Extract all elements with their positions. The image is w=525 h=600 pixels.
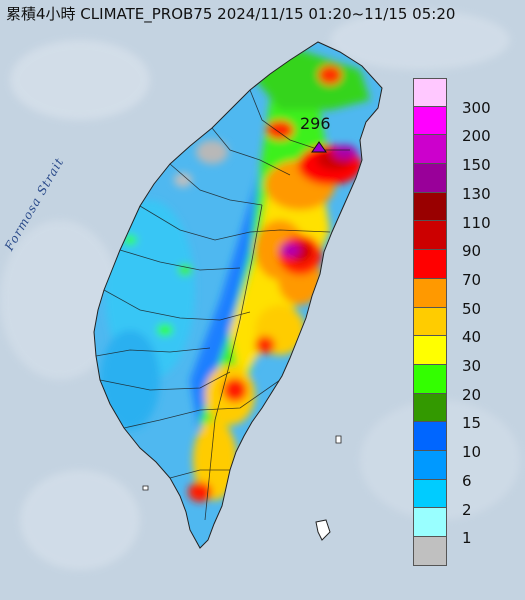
legend-label: 20 [462,385,482,404]
legend-swatch [413,537,447,566]
legend-swatch [413,221,447,251]
legend-swatch [413,508,447,537]
legend-label: 40 [462,328,482,347]
legend-swatch [413,393,447,423]
legend-label: 90 [462,242,482,261]
legend-swatch [413,192,447,222]
lanyu-island [315,519,331,541]
legend-label: 15 [462,414,482,433]
legend-swatch [413,479,447,509]
max-marker-value: 296 [300,114,331,133]
legend-label: 70 [462,270,482,289]
legend-label: 150 [462,156,491,175]
legend-swatch [413,106,447,136]
legend-bar [413,78,447,566]
legend-swatch [413,78,447,107]
legend-swatch [413,450,447,480]
green-island [335,435,342,444]
legend-label: 10 [462,443,482,462]
legend-label: 30 [462,357,482,375]
legend-swatch [413,278,447,308]
legend-swatch [413,336,447,365]
legend-label: 2 [462,500,472,519]
legend-swatch [413,364,447,394]
legend-swatch [413,250,447,279]
legend-label: 110 [462,213,491,232]
legend-label: 200 [462,127,491,146]
legend-swatch [413,307,447,337]
legend-swatch [413,164,447,193]
legend-swatch [413,135,447,165]
legend-label: 6 [462,471,472,490]
legend-label: 1 [462,529,472,548]
legend-label: 300 [462,98,491,117]
legend-label: 130 [462,184,491,203]
legend-label: 50 [462,299,482,318]
map-title: 累積4小時 CLIMATE_PROB75 2024/11/15 01:20~11… [6,5,456,23]
legend-swatch [413,422,447,451]
max-marker-triangle [311,141,327,153]
